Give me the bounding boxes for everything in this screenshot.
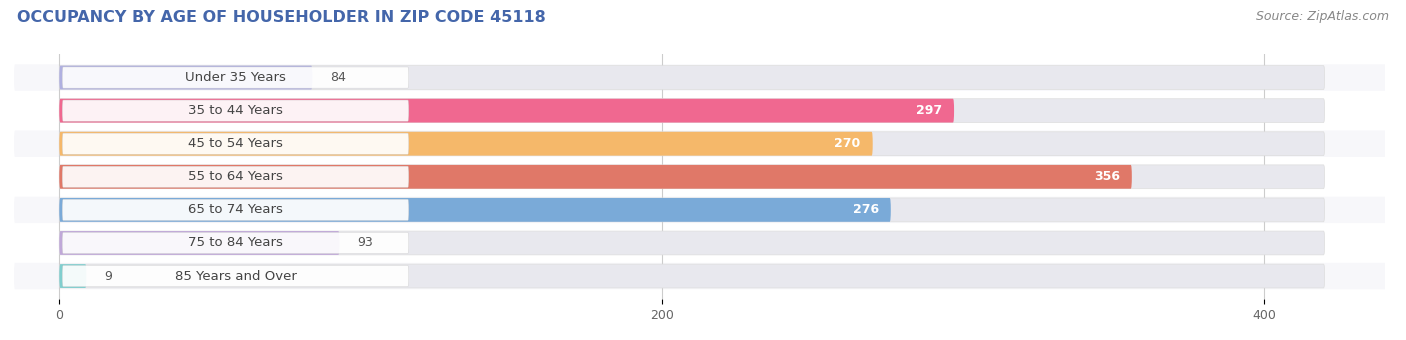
FancyBboxPatch shape xyxy=(59,66,312,89)
Text: OCCUPANCY BY AGE OF HOUSEHOLDER IN ZIP CODE 45118: OCCUPANCY BY AGE OF HOUSEHOLDER IN ZIP C… xyxy=(17,10,546,25)
Text: 65 to 74 Years: 65 to 74 Years xyxy=(188,203,283,216)
FancyBboxPatch shape xyxy=(14,164,1406,190)
FancyBboxPatch shape xyxy=(59,99,1324,122)
Text: 276: 276 xyxy=(852,203,879,216)
FancyBboxPatch shape xyxy=(59,198,1324,222)
FancyBboxPatch shape xyxy=(62,100,409,121)
FancyBboxPatch shape xyxy=(59,165,1132,189)
Text: 9: 9 xyxy=(104,270,112,283)
FancyBboxPatch shape xyxy=(59,132,1324,156)
FancyBboxPatch shape xyxy=(59,264,1324,288)
FancyBboxPatch shape xyxy=(59,165,1324,189)
Text: Under 35 Years: Under 35 Years xyxy=(186,71,285,84)
FancyBboxPatch shape xyxy=(62,166,409,187)
FancyBboxPatch shape xyxy=(62,133,409,154)
FancyBboxPatch shape xyxy=(14,197,1406,223)
FancyBboxPatch shape xyxy=(59,66,1324,89)
Text: 93: 93 xyxy=(357,236,373,250)
Text: 84: 84 xyxy=(330,71,346,84)
FancyBboxPatch shape xyxy=(59,231,1324,255)
FancyBboxPatch shape xyxy=(59,198,891,222)
FancyBboxPatch shape xyxy=(14,97,1406,124)
FancyBboxPatch shape xyxy=(62,266,409,287)
FancyBboxPatch shape xyxy=(62,199,409,220)
FancyBboxPatch shape xyxy=(14,131,1406,157)
FancyBboxPatch shape xyxy=(59,231,339,255)
Text: 45 to 54 Years: 45 to 54 Years xyxy=(188,137,283,150)
FancyBboxPatch shape xyxy=(59,264,86,288)
Text: 356: 356 xyxy=(1094,170,1119,183)
FancyBboxPatch shape xyxy=(14,230,1406,256)
Text: 85 Years and Over: 85 Years and Over xyxy=(174,270,297,283)
Text: 75 to 84 Years: 75 to 84 Years xyxy=(188,236,283,250)
FancyBboxPatch shape xyxy=(62,232,409,254)
FancyBboxPatch shape xyxy=(14,263,1406,289)
FancyBboxPatch shape xyxy=(59,132,873,156)
FancyBboxPatch shape xyxy=(62,67,409,88)
FancyBboxPatch shape xyxy=(14,64,1406,91)
Text: Source: ZipAtlas.com: Source: ZipAtlas.com xyxy=(1256,10,1389,23)
Text: 55 to 64 Years: 55 to 64 Years xyxy=(188,170,283,183)
Text: 270: 270 xyxy=(834,137,860,150)
FancyBboxPatch shape xyxy=(59,99,955,122)
Text: 297: 297 xyxy=(915,104,942,117)
Text: 35 to 44 Years: 35 to 44 Years xyxy=(188,104,283,117)
